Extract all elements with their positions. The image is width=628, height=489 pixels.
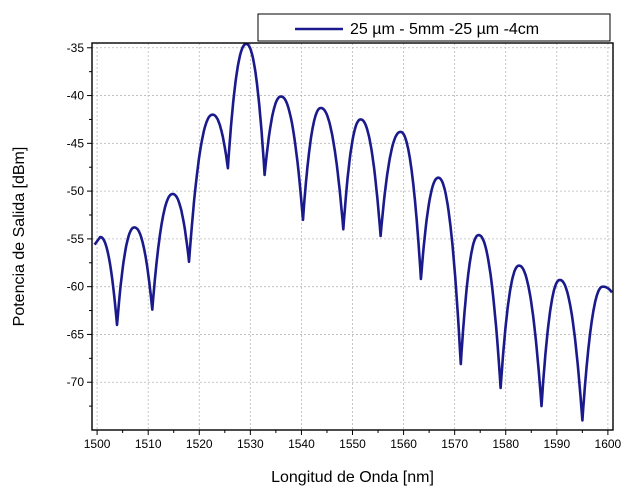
x-tick-label: 1590 bbox=[543, 437, 570, 451]
y-tick-label: -35 bbox=[67, 41, 85, 55]
x-tick-label: 1600 bbox=[595, 437, 622, 451]
x-tick-label: 1550 bbox=[339, 437, 366, 451]
y-tick-label: -65 bbox=[67, 327, 85, 341]
series-line-spectrum bbox=[93, 42, 614, 422]
y-tick-label: -55 bbox=[67, 232, 85, 246]
y-tick-label: -60 bbox=[67, 280, 85, 294]
axis-ticks: 1500 1510 1520 1530 1540 1550 1560 1570 1580 1590… bbox=[67, 41, 622, 451]
x-tick-label: 1500 bbox=[84, 437, 111, 451]
x-tick-label: 1510 bbox=[135, 437, 162, 451]
legend-label: 25 µm - 5mm -25 µm -4cm bbox=[350, 21, 539, 38]
x-tick-label: 1540 bbox=[288, 437, 315, 451]
grid bbox=[92, 43, 613, 430]
y-tick-label: -45 bbox=[67, 136, 85, 150]
x-tick-label: 1520 bbox=[186, 437, 213, 451]
x-tick-label: 1570 bbox=[441, 437, 468, 451]
y-axis-title: Potencia de Salida [dBm] bbox=[11, 147, 28, 327]
x-tick-label: 1580 bbox=[492, 437, 519, 451]
y-tick-label: -50 bbox=[67, 184, 85, 198]
legend: 25 µm - 5mm -25 µm -4cm bbox=[257, 13, 611, 42]
y-tick-label: -70 bbox=[67, 375, 85, 389]
x-tick-label: 1530 bbox=[237, 437, 264, 451]
y-tick-label: -40 bbox=[67, 89, 85, 103]
x-tick-label: 1560 bbox=[390, 437, 417, 451]
x-axis-title: Longitud de Onda [nm] bbox=[271, 469, 434, 486]
legend-box bbox=[257, 13, 611, 42]
